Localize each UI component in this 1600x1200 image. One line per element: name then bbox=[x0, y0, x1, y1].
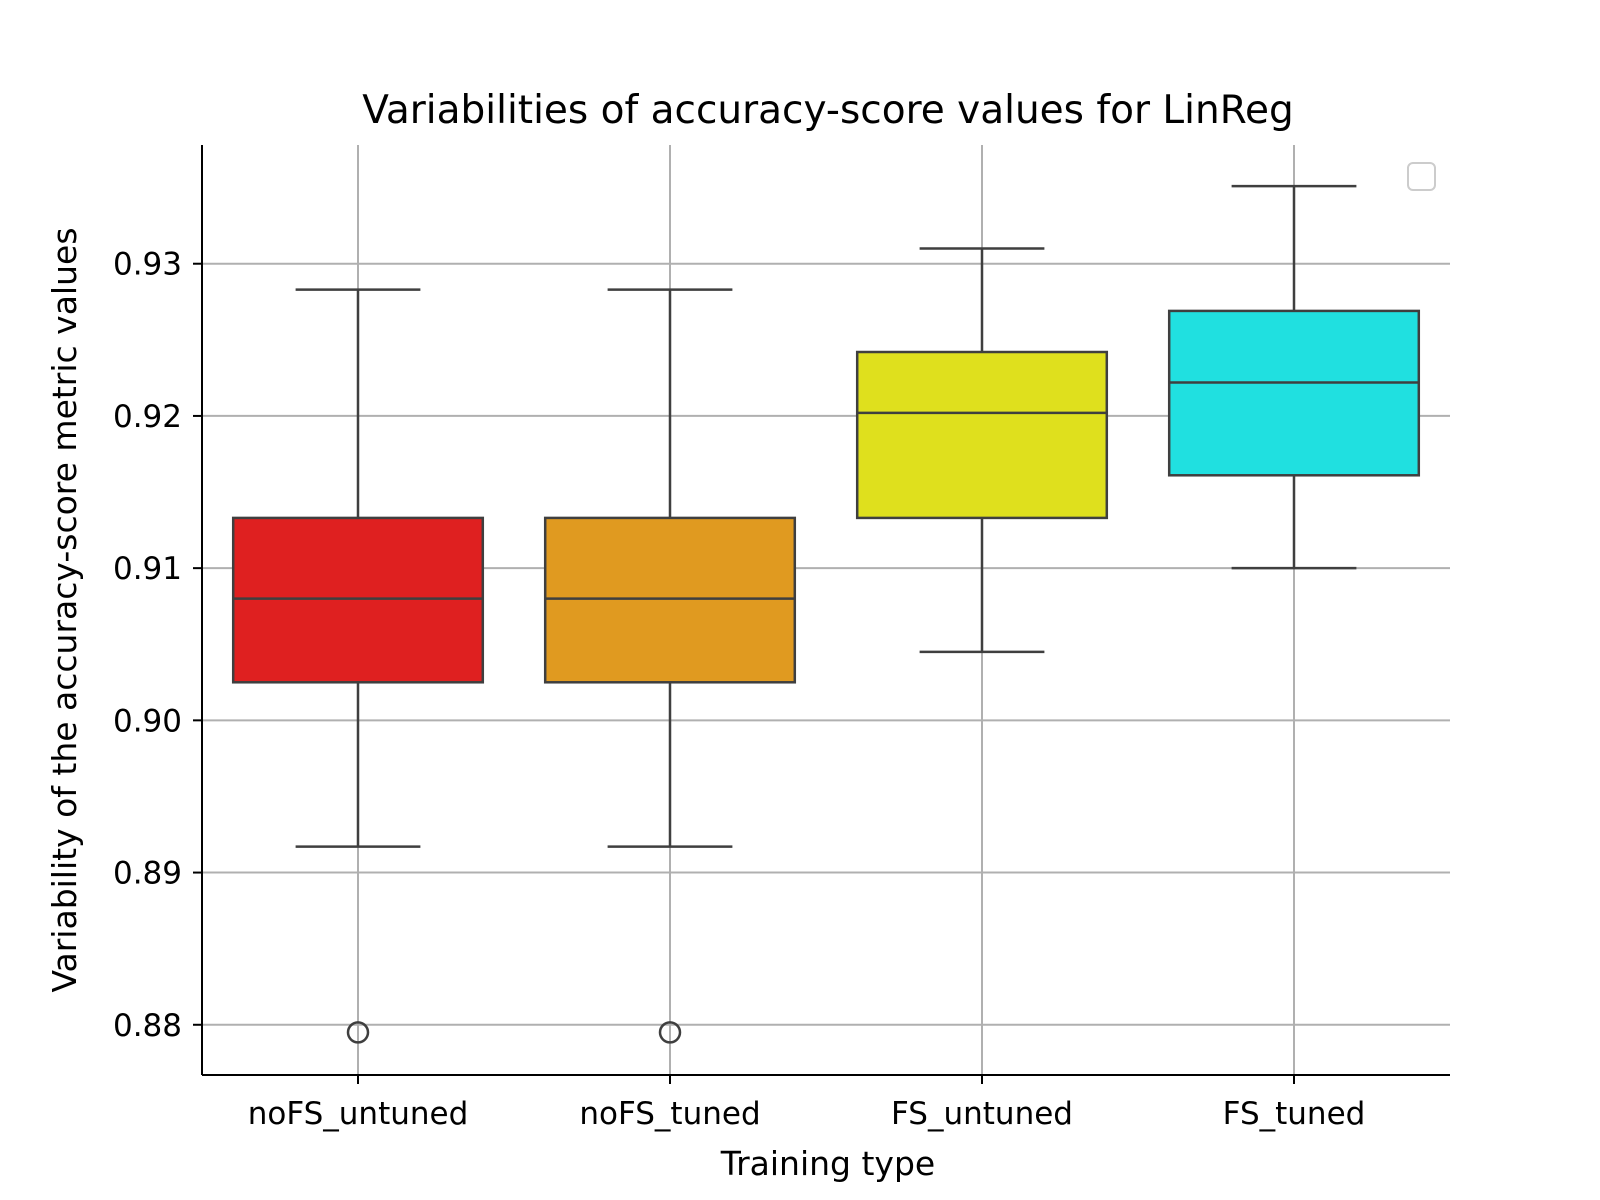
box-FS_tuned bbox=[1167, 184, 1421, 570]
y-tick-label: 0.90 bbox=[113, 703, 182, 739]
outlier-point bbox=[658, 1021, 682, 1044]
outlier-point bbox=[346, 1021, 370, 1044]
box-body bbox=[1167, 309, 1421, 477]
y-axis-ticks: 0.88 0.89 0.90 0.91 0.92 0.93 bbox=[113, 247, 202, 1044]
y-tick-label: 0.93 bbox=[113, 247, 182, 283]
x-axis-label: Training type bbox=[720, 1144, 935, 1183]
x-tick-label: noFS_tuned bbox=[579, 1096, 760, 1132]
y-tick-label: 0.92 bbox=[113, 399, 182, 435]
y-axis-label: Variability of the accuracy-score metric… bbox=[45, 227, 84, 992]
chart-title: Variabilities of accuracy-score values f… bbox=[362, 88, 1294, 133]
axes bbox=[201, 145, 1450, 1076]
y-tick-label: 0.89 bbox=[113, 856, 182, 892]
x-tick-label: noFS_untuned bbox=[248, 1096, 469, 1132]
x-axis-ticks: noFS_untuned noFS_tuned FS_untuned FS_tuned bbox=[248, 1075, 1366, 1132]
y-tick-label: 0.91 bbox=[113, 551, 182, 587]
box-body bbox=[231, 516, 485, 684]
x-tick-label: FS_tuned bbox=[1223, 1096, 1366, 1132]
y-tick-label: 0.88 bbox=[113, 1008, 182, 1044]
box-noFS_tuned bbox=[543, 288, 797, 1044]
box-body bbox=[855, 350, 1109, 520]
x-tick-label: FS_untuned bbox=[891, 1096, 1073, 1132]
box-noFS_untuned bbox=[231, 288, 485, 1044]
box-series bbox=[231, 184, 1421, 1044]
box-body bbox=[543, 516, 797, 684]
box-FS_untuned bbox=[855, 247, 1109, 654]
legend-box bbox=[1407, 162, 1436, 191]
